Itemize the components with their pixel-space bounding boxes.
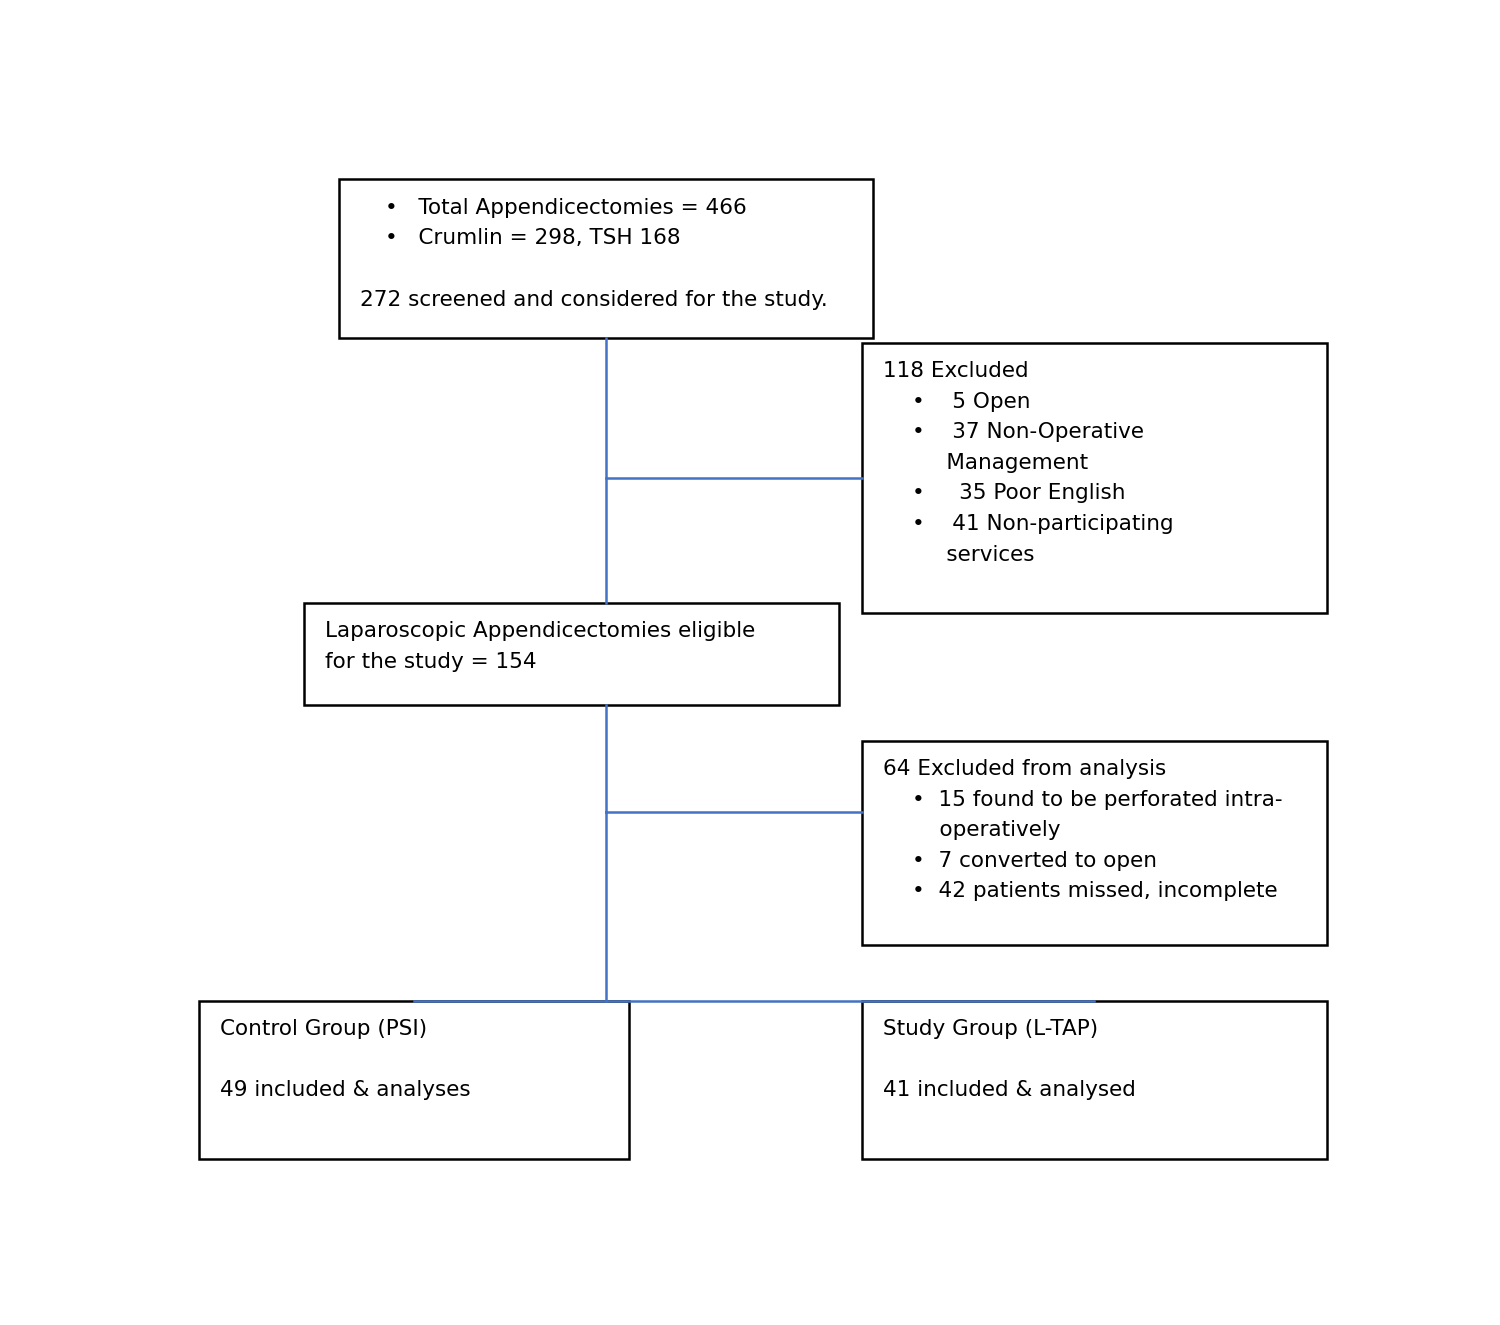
Bar	[861, 343, 1326, 613]
Text: services: services	[912, 545, 1034, 564]
Text: •   Total Appendicectomies = 466: • Total Appendicectomies = 466	[386, 197, 747, 217]
Text: Study Group (L-TAP): Study Group (L-TAP)	[882, 1019, 1098, 1039]
Text: 118 Excluded: 118 Excluded	[882, 360, 1029, 382]
Text: 64 Excluded from analysis: 64 Excluded from analysis	[882, 759, 1166, 779]
Text: •  7 converted to open: • 7 converted to open	[912, 851, 1156, 871]
Text: 272 screened and considered for the study.: 272 screened and considered for the stud…	[360, 290, 828, 310]
Text: •   Crumlin = 298, TSH 168: • Crumlin = 298, TSH 168	[386, 228, 681, 248]
Text: operatively: operatively	[912, 820, 1060, 840]
Text: •  15 found to be perforated intra-: • 15 found to be perforated intra-	[912, 790, 1282, 810]
Text: 41 included & analysed: 41 included & analysed	[882, 1080, 1136, 1100]
Bar	[861, 741, 1326, 945]
Text: for the study = 154: for the study = 154	[324, 652, 537, 672]
Text: Management: Management	[912, 453, 1088, 473]
Text: •     35 Poor English: • 35 Poor English	[912, 484, 1125, 504]
Bar	[200, 1000, 630, 1159]
Bar	[861, 1000, 1326, 1159]
Text: •  42 patients missed, incomplete: • 42 patients missed, incomplete	[912, 881, 1278, 901]
Text: Laparoscopic Appendicectomies eligible: Laparoscopic Appendicectomies eligible	[324, 621, 754, 641]
Text: •    41 Non-participating: • 41 Non-participating	[912, 514, 1173, 534]
Text: 49 included & analyses: 49 included & analyses	[220, 1080, 471, 1100]
Bar	[339, 179, 873, 338]
Bar	[303, 603, 839, 705]
Text: Control Group (PSI): Control Group (PSI)	[220, 1019, 428, 1039]
Text: •    5 Open: • 5 Open	[912, 392, 1030, 412]
Text: •    37 Non-Operative: • 37 Non-Operative	[912, 423, 1143, 443]
